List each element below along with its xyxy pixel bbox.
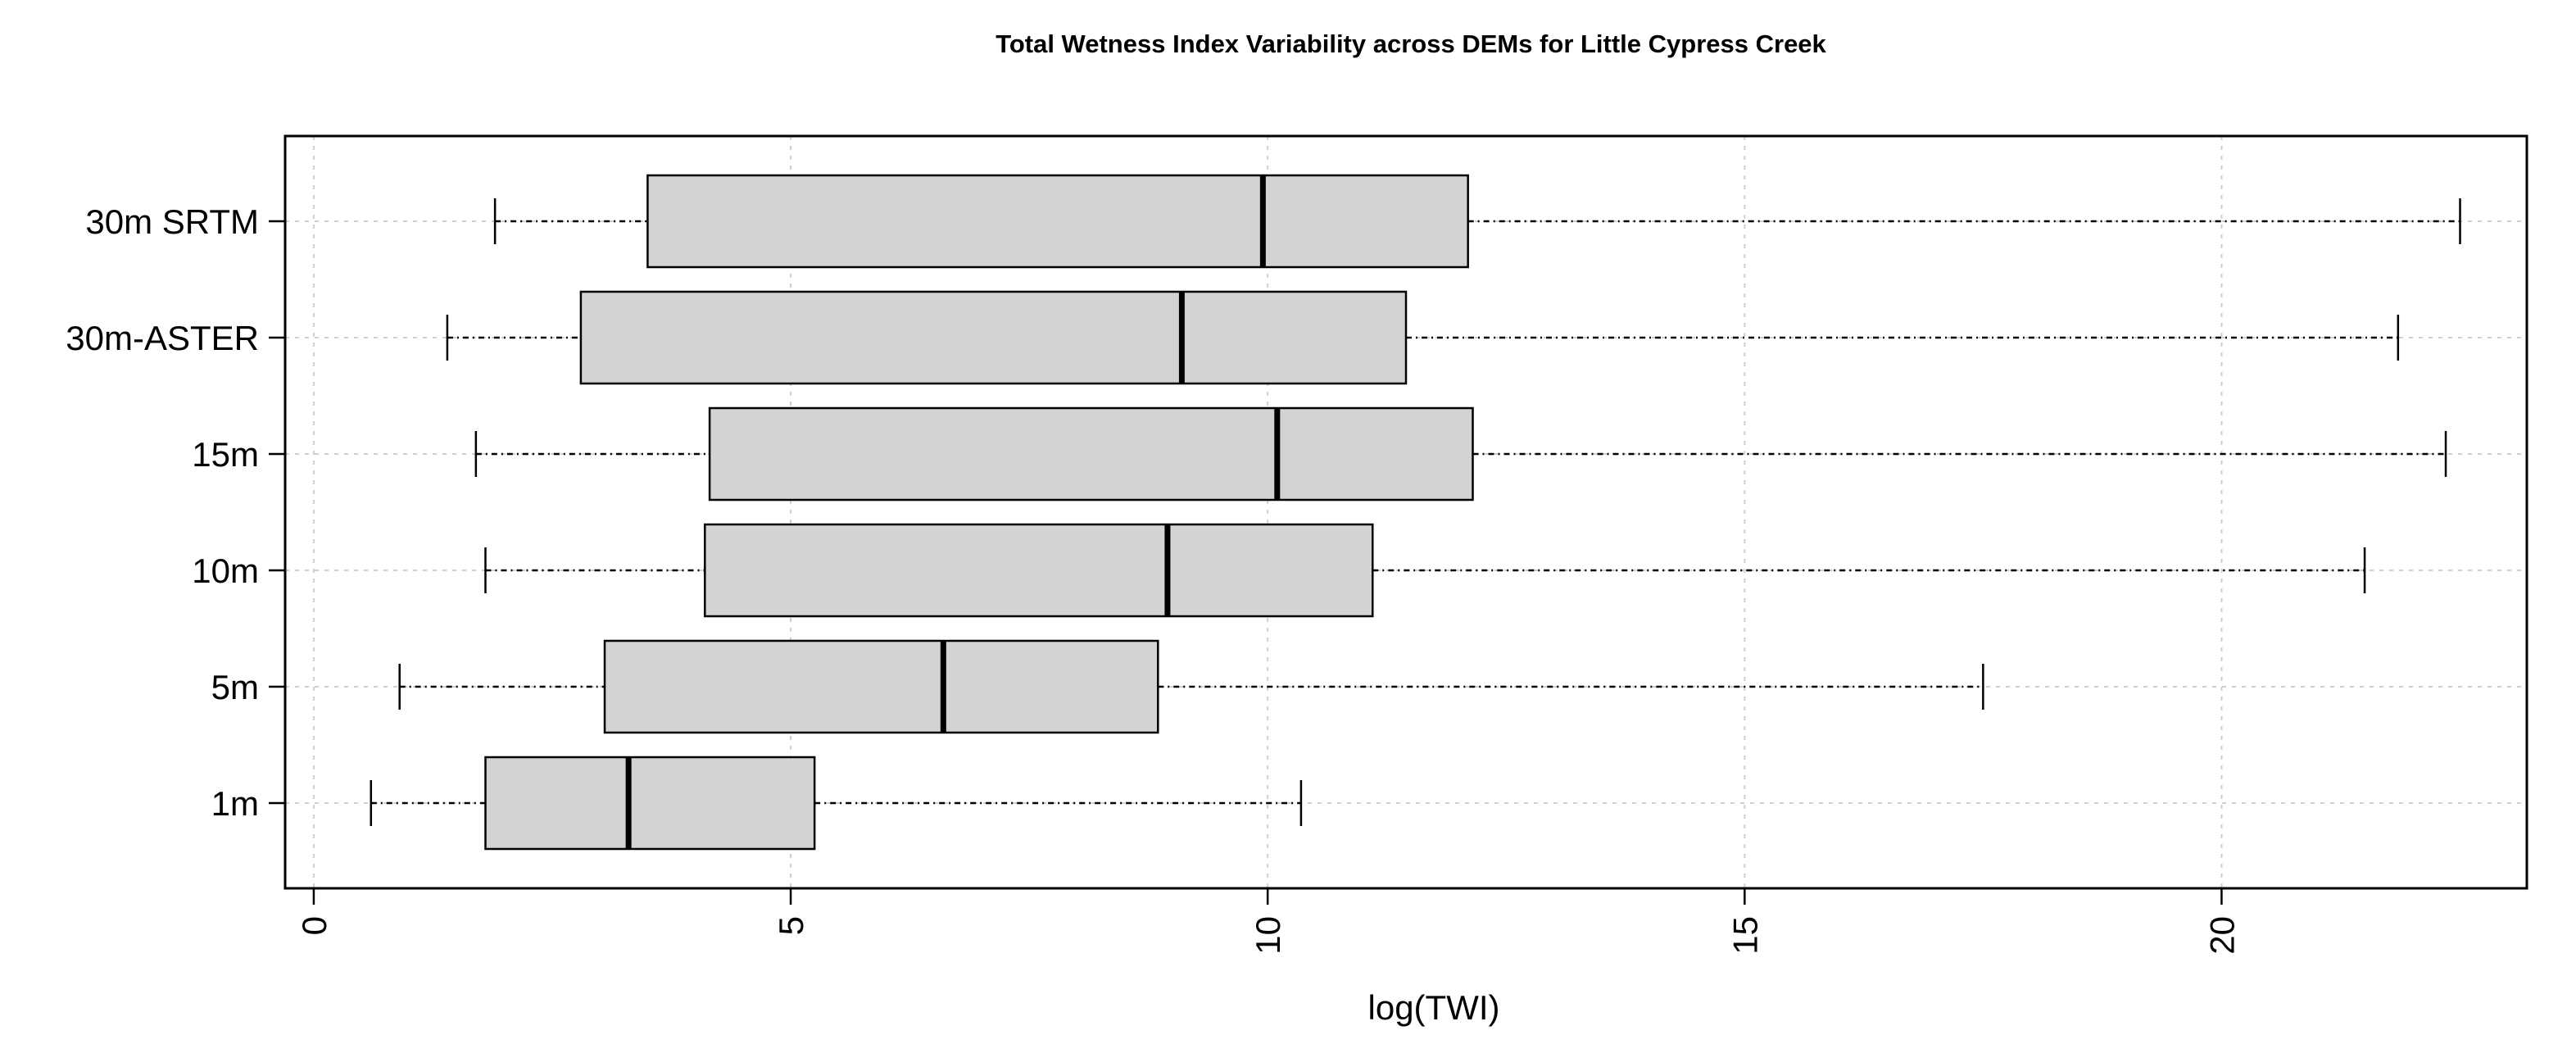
x-tick-label: 20	[2202, 916, 2241, 955]
box-5m	[398, 639, 1984, 734]
x-tick-label: 10	[1249, 916, 1287, 955]
x-axis-title: log(TWI)	[1368, 988, 1500, 1027]
box-30m-srtm	[493, 174, 2461, 269]
box-30m-aster	[446, 290, 2400, 385]
iqr-box	[704, 523, 1374, 618]
box-15m	[474, 406, 2447, 502]
box-layer	[370, 174, 2461, 851]
box-1m	[370, 756, 1303, 851]
iqr-box	[708, 406, 1474, 502]
x-tick-label: 0	[295, 916, 333, 935]
iqr-box	[484, 756, 816, 851]
y-tick-label: 30m-ASTER	[66, 319, 259, 357]
iqr-box	[579, 290, 1408, 385]
y-tick-label: 1m	[211, 784, 259, 823]
box-10m	[484, 523, 2366, 618]
x-axis: 0 5 10 15 20	[295, 887, 2241, 955]
y-tick-label: 10m	[192, 552, 259, 590]
x-tick-label: 5	[772, 916, 810, 935]
y-tick-label: 5m	[211, 668, 259, 706]
iqr-box	[603, 639, 1159, 734]
iqr-box	[646, 174, 1469, 269]
y-tick-label: 15m	[192, 435, 259, 474]
y-tick-label: 30m SRTM	[85, 202, 259, 241]
chart-title: Total Wetness Index Variability across D…	[995, 30, 1826, 58]
x-tick-label: 15	[1726, 916, 1764, 955]
y-axis: 1m 5m 10m 15m 30m-ASTER 30m SRTM	[66, 202, 285, 823]
